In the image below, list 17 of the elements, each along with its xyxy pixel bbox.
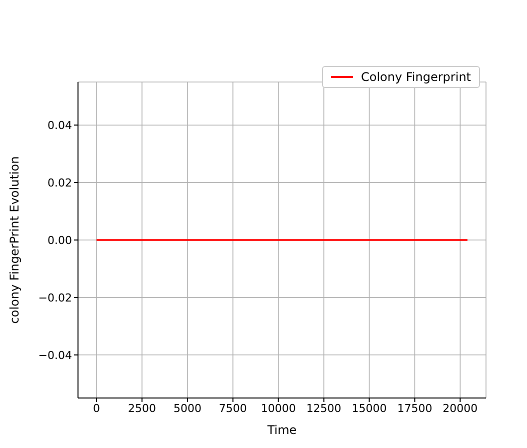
legend-label: Colony Fingerprint — [360, 70, 471, 84]
y-axis-title: colony FingerPrint Evolution — [7, 156, 22, 324]
x-tick-label: 7500 — [218, 402, 247, 415]
y-tick-label: 0.04 — [48, 118, 72, 132]
y-tick-label: −0.02 — [38, 291, 72, 304]
x-tick-label: 10000 — [260, 402, 296, 415]
x-tick-label: 17500 — [397, 402, 432, 415]
y-tick-label: 0.02 — [48, 176, 72, 190]
x-tick-label: 15000 — [352, 402, 387, 415]
y-tick-label: −0.04 — [38, 348, 72, 362]
y-tick-label: 0.00 — [48, 234, 72, 247]
x-axis-title: Time — [266, 423, 297, 437]
x-tick-label: 5000 — [173, 402, 202, 415]
x-tick-label: 0 — [93, 402, 100, 415]
x-tick-label: 12500 — [306, 402, 342, 415]
x-tick-label: 2500 — [128, 402, 156, 415]
x-tick-label: 20000 — [442, 402, 478, 415]
